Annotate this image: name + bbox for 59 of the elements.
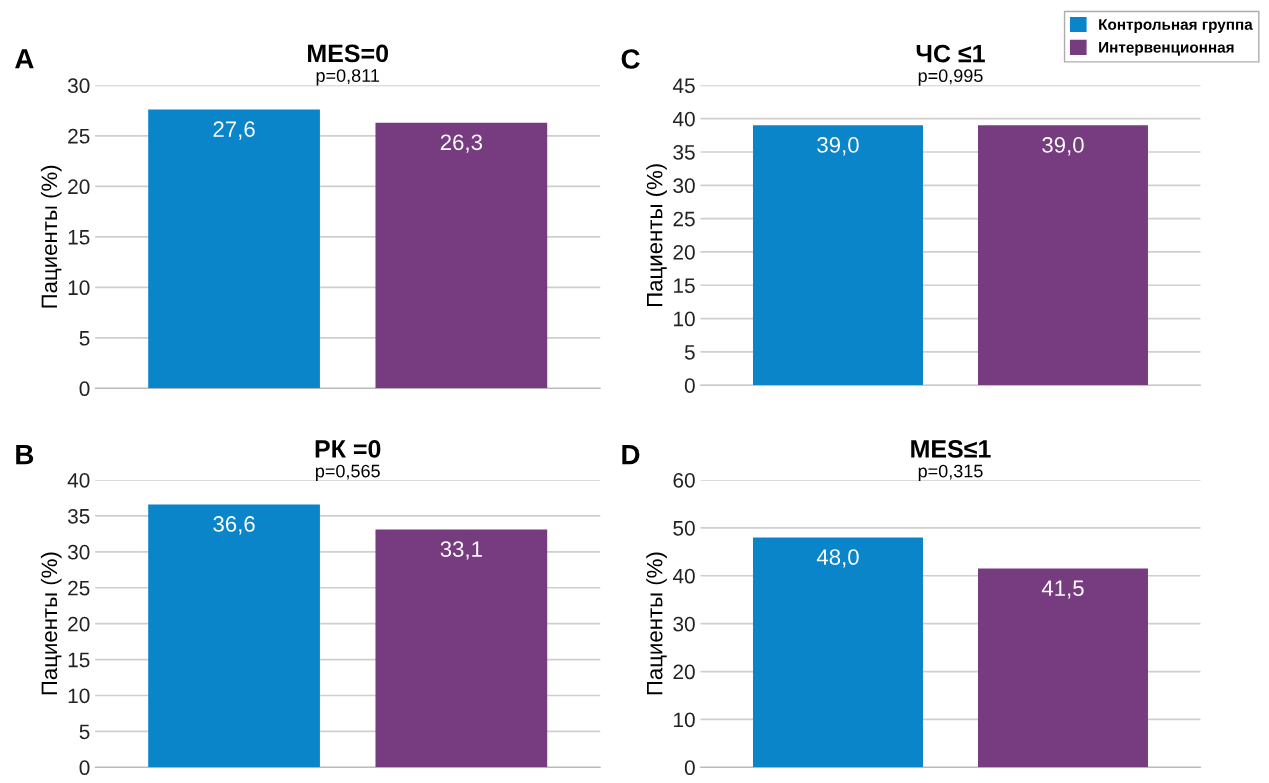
y-tick-label: 40 bbox=[672, 568, 695, 584]
data-label: 26,3 bbox=[440, 134, 482, 153]
data-label: 39,0 bbox=[817, 137, 859, 156]
text: C bbox=[621, 49, 640, 69]
chart-title: ЧС ≤1 bbox=[916, 44, 985, 63]
y-tick-label: 40 bbox=[67, 472, 90, 488]
y-tick-label: 45 bbox=[672, 78, 695, 94]
chart-title: MES=0 bbox=[308, 44, 389, 63]
y-tick-label: 10 bbox=[68, 280, 90, 296]
y-axis-title: Пациенты (%) bbox=[646, 164, 667, 306]
text: D bbox=[622, 445, 640, 465]
data-label: 36,6 bbox=[213, 516, 255, 535]
y-tick-label: 50 bbox=[673, 520, 695, 536]
y-tick-label: 15 bbox=[674, 278, 695, 294]
data-label: 48,0 bbox=[816, 549, 859, 568]
chart-subtitle: p=0,811 bbox=[316, 69, 380, 86]
y-tick-label: 0 bbox=[684, 378, 695, 393]
y-tick-label: 35 bbox=[67, 508, 90, 524]
y-tick-label: 15 bbox=[68, 230, 90, 245]
y-tick-label: 10 bbox=[674, 311, 695, 327]
y-tick-label: 0 bbox=[79, 760, 90, 776]
y-tick-label: 25 bbox=[673, 211, 695, 227]
chart-subtitle: p=0,995 bbox=[918, 69, 983, 86]
data-label: 41,5 bbox=[1041, 580, 1084, 599]
y-tick-label: 5 bbox=[79, 331, 90, 346]
chart-subtitle: p=0,315 bbox=[918, 464, 983, 482]
legend-label: Интервенционная bbox=[1099, 42, 1234, 56]
y-tick-label: 10 bbox=[68, 688, 90, 704]
y-tick-label: 30 bbox=[67, 544, 90, 560]
chart-title: РК =0 bbox=[315, 440, 381, 458]
y-tick-label: 0 bbox=[684, 760, 695, 776]
y-tick-label: 30 bbox=[673, 616, 695, 632]
text: B bbox=[16, 445, 34, 465]
data-label: 27,6 bbox=[213, 121, 255, 140]
y-axis-title: Пациенты (%) bbox=[40, 165, 62, 308]
y-tick-label: 0 bbox=[79, 381, 90, 397]
y-axis-title: Пациенты (%) bbox=[646, 552, 667, 695]
data-label: 39,0 bbox=[1042, 137, 1084, 156]
y-axis-title: Пациенты (%) bbox=[40, 552, 62, 695]
y-tick-label: 30 bbox=[67, 78, 90, 94]
y-tick-label: 20 bbox=[68, 616, 90, 632]
y-tick-label: 20 bbox=[68, 179, 90, 195]
y-tick-label: 20 bbox=[673, 664, 695, 680]
y-tick-label: 30 bbox=[673, 178, 695, 194]
text: A bbox=[15, 49, 34, 69]
y-tick-label: 10 bbox=[674, 712, 695, 728]
chart-title: MES≤1 bbox=[911, 440, 991, 458]
y-tick-label: 15 bbox=[68, 652, 90, 668]
legend-label: Контрольная группа bbox=[1099, 19, 1253, 33]
y-tick-label: 35 bbox=[673, 144, 695, 160]
y-tick-label: 5 bbox=[684, 345, 695, 360]
y-tick-label: 40 bbox=[672, 111, 695, 127]
chart-subtitle: p=0,565 bbox=[315, 464, 380, 482]
y-tick-label: 25 bbox=[68, 128, 90, 144]
y-tick-label: 5 bbox=[79, 724, 90, 740]
y-tick-label: 20 bbox=[673, 244, 695, 260]
y-tick-label: 25 bbox=[68, 580, 90, 596]
y-tick-label: 60 bbox=[673, 472, 695, 488]
data-label: 33,1 bbox=[440, 541, 482, 560]
